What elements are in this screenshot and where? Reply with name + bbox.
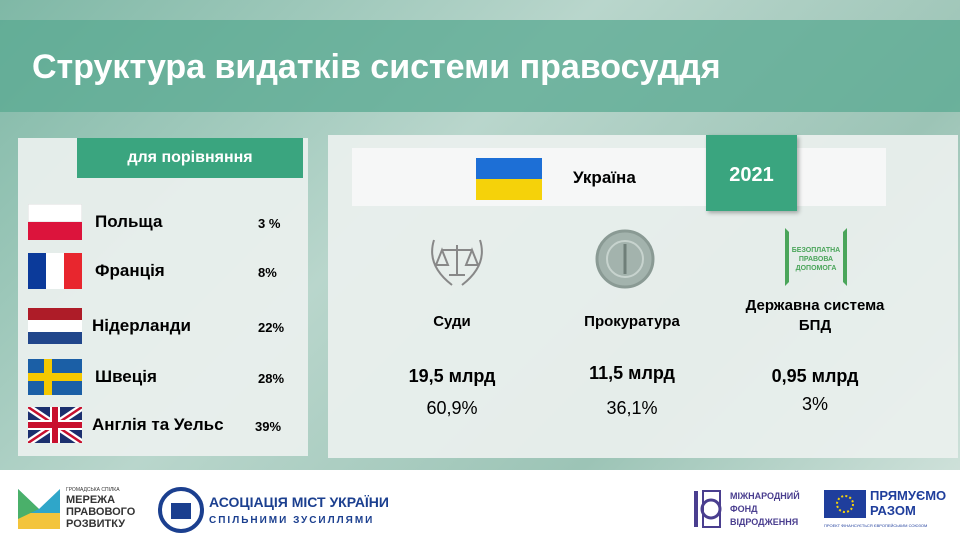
institution-name: Державна система БПД <box>745 297 885 334</box>
country-flag <box>28 308 82 344</box>
country-name: Англія та Уельс <box>92 415 224 434</box>
flag <box>28 359 82 395</box>
country-name: Франція <box>95 261 165 280</box>
flag <box>28 308 82 344</box>
comparison-header: для порівняння <box>77 138 303 178</box>
institution-name: Суди <box>433 313 471 330</box>
institution-share: 60,9% <box>426 398 478 418</box>
country-share: 39% <box>255 419 282 434</box>
flag <box>28 253 82 289</box>
cities-logo <box>158 487 204 533</box>
country-share: 22% <box>258 320 285 335</box>
institution-amount: 0,95 млрд <box>771 366 859 386</box>
institution-share: 3% <box>801 394 828 414</box>
country-name: Україна <box>573 168 636 187</box>
title: Структура видатків системи правосуддя <box>32 48 721 86</box>
institution-amount: 11,5 млрд <box>589 363 675 383</box>
flag <box>27 203 83 240</box>
eu-flag <box>824 490 866 518</box>
cities-name: АСОЦІАЦІЯ МІСТ УКРАЇНИ <box>209 494 389 510</box>
irf-name: МІЖНАРОДНИЙ ФОНД ВІДРОДЖЕННЯ <box>730 491 800 527</box>
country-share: 28% <box>258 371 285 386</box>
title-bar <box>0 20 960 112</box>
country-name: Швеція <box>95 367 157 386</box>
prosecution-icon <box>595 229 655 289</box>
flag <box>26 404 84 446</box>
country-share: 3 % <box>258 216 281 231</box>
institution-share: 36,1% <box>606 398 658 418</box>
institution-name: Прокуратура <box>584 313 680 330</box>
country-share: 8% <box>258 265 277 280</box>
institution-amount: 19,5 млрд <box>408 366 496 386</box>
country-flag <box>28 359 82 395</box>
cities-motto: СПІЛЬНИМИ ЗУСИЛЛЯМИ <box>209 515 375 526</box>
year: 2021 <box>706 135 797 211</box>
irf-logo <box>694 490 722 528</box>
eu-slogan: ПРЯМУЄМО РАЗОМ <box>870 488 947 518</box>
country-name: Нідерланди <box>92 316 191 335</box>
courts-icon <box>431 239 483 286</box>
ukraine-flag <box>476 158 542 200</box>
network-logo <box>18 489 60 529</box>
country-flag <box>28 253 82 289</box>
network-name: МЕРЕЖА ПРАВОВОГО РОЗВИТКУ <box>66 494 136 530</box>
country-name: Польща <box>95 212 163 231</box>
network-caption: ГРОМАДСЬКА СПІЛКА <box>66 487 120 493</box>
country-flag <box>26 404 84 446</box>
eu-caption: ПРОЕКТ ФІНАНСУЄТЬСЯ ЄВРОПЕЙСЬКИМ СОЮЗОМ <box>824 523 928 528</box>
ukraine-bar <box>352 148 886 206</box>
legal-aid-icon: БЕЗОПЛАТНА ПРАВОВА ДОПОМОГА <box>785 228 847 286</box>
comparison-panel <box>18 138 308 456</box>
footer <box>0 470 960 540</box>
country-flag <box>27 203 83 240</box>
